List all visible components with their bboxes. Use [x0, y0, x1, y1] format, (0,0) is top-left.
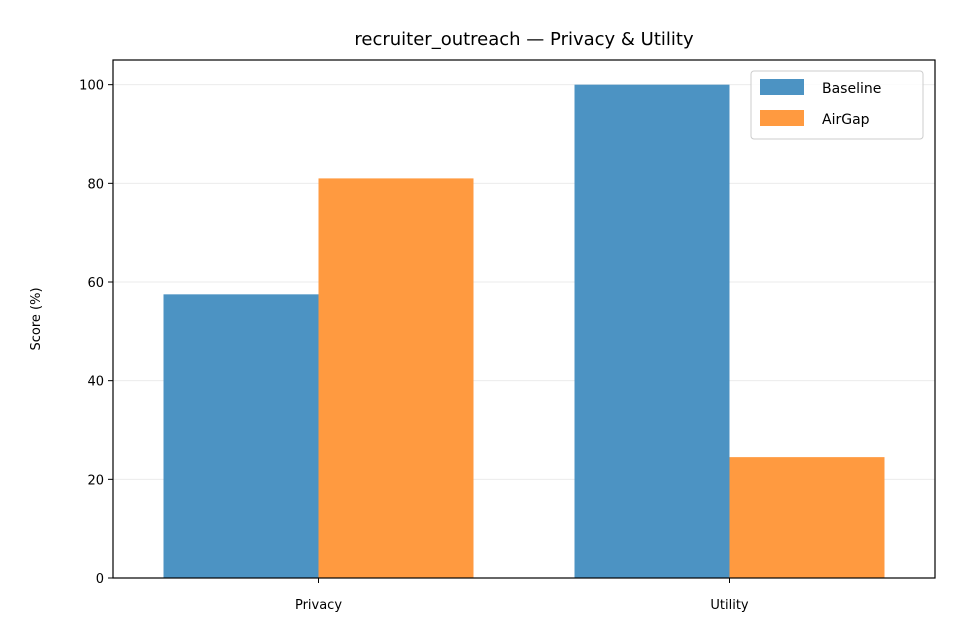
bar-airgap-utility: [729, 457, 885, 578]
plot-frame: [112, 59, 936, 579]
bars: [163, 84, 885, 579]
y-tick-label: 20: [87, 473, 104, 488]
legend-label: Baseline: [822, 81, 881, 97]
x-axis: Privacy Utility: [295, 578, 749, 613]
x-tick-label: Privacy: [295, 598, 342, 613]
x-tick-label: Utility: [710, 598, 749, 613]
legend: Baseline AirGap: [750, 70, 924, 140]
chart-title: recruiter_outreach — Privacy & Utility: [354, 29, 694, 50]
legend-label: AirGap: [822, 112, 870, 128]
y-tick-label: 80: [87, 177, 104, 192]
bar-baseline-privacy: [163, 294, 319, 578]
y-tick-label: 60: [87, 276, 104, 291]
bar-airgap-privacy: [318, 178, 474, 578]
legend-swatch: [760, 79, 804, 95]
y-tick-label: 0: [96, 572, 104, 587]
y-axis: 0 20 40 60 80 100: [79, 79, 113, 587]
bar-baseline-utility: [574, 84, 730, 579]
y-tick-label: 100: [79, 79, 104, 94]
legend-swatch: [760, 110, 804, 126]
y-tick-label: 40: [87, 375, 104, 390]
y-axis-label: Score (%): [29, 287, 44, 350]
